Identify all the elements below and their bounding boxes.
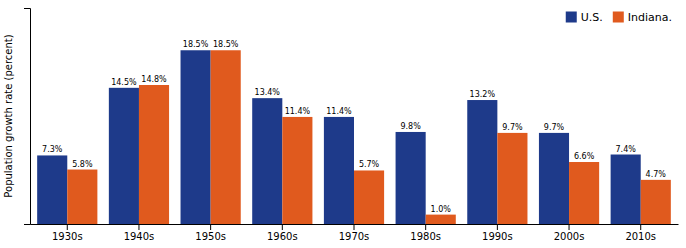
bar bbox=[611, 155, 641, 224]
data-label: 14.8% bbox=[141, 75, 167, 84]
data-label: 13.4% bbox=[255, 88, 281, 97]
data-label: 18.5% bbox=[213, 40, 239, 49]
x-tick: 1940s bbox=[124, 224, 155, 242]
bar bbox=[324, 117, 354, 224]
x-tick: 1960s bbox=[267, 224, 298, 242]
data-label: 7.4% bbox=[616, 145, 637, 154]
bar bbox=[139, 85, 169, 224]
x-tick-mark bbox=[640, 224, 641, 230]
y-axis-line bbox=[24, 9, 31, 225]
x-tick: 2000s bbox=[554, 224, 585, 242]
bar bbox=[396, 132, 426, 224]
x-tick: 1950s bbox=[195, 224, 226, 242]
data-labels: 7.3% 14.5% 18.5% 13.4% 11.4% 9.8% 13.2% 9.7% 7.4… bbox=[42, 40, 666, 213]
data-label: 9.8% bbox=[400, 122, 421, 131]
bars bbox=[37, 50, 671, 224]
data-label: 5.8% bbox=[72, 160, 93, 169]
x-tick-label: 1950s bbox=[195, 231, 226, 242]
data-label: 6.6% bbox=[574, 152, 595, 161]
x-tick: 2010s bbox=[625, 224, 656, 242]
bar bbox=[641, 180, 671, 224]
data-label: 11.4% bbox=[326, 107, 352, 116]
data-label: 9.7% bbox=[502, 123, 523, 132]
x-tick-mark bbox=[138, 224, 139, 230]
x-tick: 1980s bbox=[410, 224, 441, 242]
x-tick: 1930s bbox=[52, 224, 83, 242]
x-tick-mark bbox=[282, 224, 283, 230]
bar bbox=[539, 133, 569, 224]
bar bbox=[497, 133, 527, 224]
legend-swatch bbox=[613, 12, 624, 23]
x-tick-label: 2000s bbox=[554, 231, 585, 242]
bar bbox=[426, 215, 456, 224]
legend-label: Indiana. bbox=[628, 11, 672, 24]
x-tick-label: 1930s bbox=[52, 231, 83, 242]
data-label: 11.4% bbox=[285, 107, 311, 116]
x-tick-mark bbox=[67, 224, 68, 230]
x-tick-label: 2010s bbox=[625, 231, 656, 242]
bar bbox=[37, 155, 67, 224]
x-tick-mark bbox=[497, 224, 498, 230]
x-tick-label: 1970s bbox=[339, 231, 370, 242]
bar bbox=[252, 98, 282, 224]
data-label: 18.5% bbox=[183, 40, 209, 49]
data-label: 1.0% bbox=[431, 205, 452, 214]
data-label: 5.7% bbox=[359, 160, 380, 169]
chart: 1930s 1940s 1950s 1960s 1970s 1980s 1990s 2000s… bbox=[0, 0, 686, 248]
y-axis-title: Population growth rate (percent) bbox=[3, 34, 14, 197]
legend: U.S. Indiana. bbox=[560, 8, 678, 26]
y-axis bbox=[24, 9, 31, 225]
legend-label: U.S. bbox=[581, 11, 603, 24]
x-tick: 1990s bbox=[482, 224, 513, 242]
x-tick-mark bbox=[569, 224, 570, 230]
bar bbox=[282, 117, 312, 224]
bar bbox=[569, 162, 599, 224]
x-tick-mark bbox=[425, 224, 426, 230]
data-label: 14.5% bbox=[111, 78, 137, 87]
data-label: 13.2% bbox=[470, 90, 496, 99]
bar bbox=[109, 88, 139, 224]
bar bbox=[181, 50, 211, 224]
x-tick-label: 1960s bbox=[267, 231, 298, 242]
bar-series bbox=[37, 50, 641, 224]
bar bbox=[211, 50, 241, 224]
x-tick-label: 1940s bbox=[124, 231, 155, 242]
bar bbox=[67, 170, 97, 224]
x-tick-label: 1990s bbox=[482, 231, 513, 242]
bar bbox=[354, 170, 384, 224]
legend-swatch bbox=[566, 12, 577, 23]
data-label: 4.7% bbox=[646, 170, 667, 179]
bar bbox=[467, 100, 497, 224]
x-axis: 1930s 1940s 1950s 1960s 1970s 1980s 1990s 2000s… bbox=[31, 224, 679, 242]
bar-series bbox=[67, 50, 671, 224]
data-label: 7.3% bbox=[42, 145, 63, 154]
x-tick-mark bbox=[210, 224, 211, 230]
data-label: 9.7% bbox=[544, 123, 565, 132]
x-tick: 1970s bbox=[339, 224, 370, 242]
legend-background bbox=[560, 8, 678, 26]
x-tick-mark bbox=[354, 224, 355, 230]
x-tick-label: 1980s bbox=[410, 231, 441, 242]
